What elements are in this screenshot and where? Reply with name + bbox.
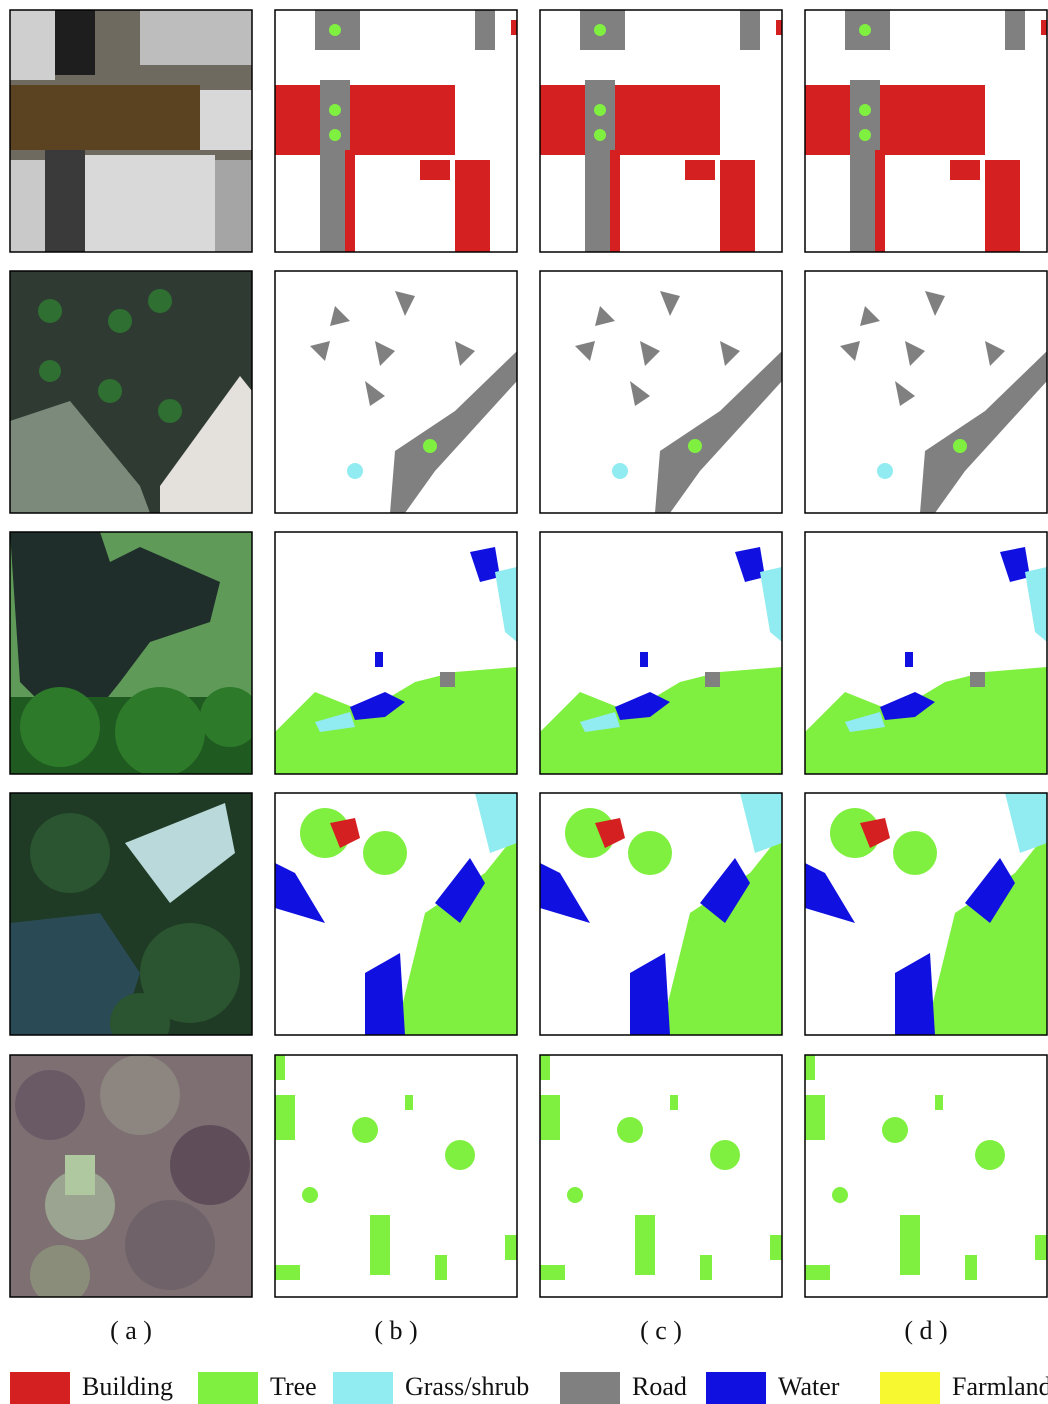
segmentation-map bbox=[275, 10, 517, 252]
legend-label: Water bbox=[778, 1372, 840, 1401]
segmentation-map bbox=[540, 10, 782, 252]
legend-label: Building bbox=[82, 1372, 173, 1401]
legend-swatch bbox=[198, 1372, 258, 1404]
legend-label: Grass/shrub bbox=[405, 1372, 529, 1401]
segmentation-map bbox=[540, 532, 782, 774]
segmentation-map bbox=[805, 793, 1047, 1035]
legend-label: Farmland bbox=[952, 1372, 1048, 1401]
segmentation-map bbox=[805, 532, 1047, 774]
legend-swatch bbox=[10, 1372, 70, 1404]
segmentation-map bbox=[275, 271, 517, 513]
legend-swatch bbox=[333, 1372, 393, 1404]
legend-label: Tree bbox=[270, 1372, 317, 1401]
aerial-image bbox=[10, 793, 252, 1053]
segmentation-map bbox=[540, 1055, 782, 1297]
segmentation-map bbox=[805, 271, 1047, 513]
caption: ( c ) bbox=[640, 1316, 682, 1345]
panel-grid bbox=[10, 10, 1047, 1305]
aerial-image bbox=[10, 271, 252, 513]
captions: ( a ) ( b ) ( c ) ( d ) bbox=[110, 1316, 948, 1345]
legend-swatch bbox=[880, 1372, 940, 1404]
segmentation-map bbox=[275, 532, 517, 774]
legend-swatch bbox=[706, 1372, 766, 1404]
caption: ( a ) bbox=[110, 1316, 152, 1345]
segmentation-map bbox=[805, 1055, 1047, 1297]
figure: ( a ) ( b ) ( c ) ( d ) Building Tree Grass/s… bbox=[0, 0, 1048, 1404]
legend-label: Road bbox=[632, 1372, 687, 1401]
segmentation-map bbox=[275, 1055, 517, 1297]
aerial-image bbox=[10, 1055, 252, 1305]
caption: ( b ) bbox=[374, 1316, 417, 1345]
aerial-image bbox=[10, 10, 252, 252]
aerial-image bbox=[10, 532, 260, 777]
legend: Building Tree Grass/shrub Road Water Farmland bbox=[10, 1372, 1048, 1404]
caption: ( d ) bbox=[904, 1316, 947, 1345]
segmentation-map bbox=[540, 271, 782, 513]
segmentation-map bbox=[275, 793, 517, 1035]
segmentation-map bbox=[540, 793, 782, 1035]
segmentation-map bbox=[805, 10, 1047, 252]
legend-swatch bbox=[560, 1372, 620, 1404]
